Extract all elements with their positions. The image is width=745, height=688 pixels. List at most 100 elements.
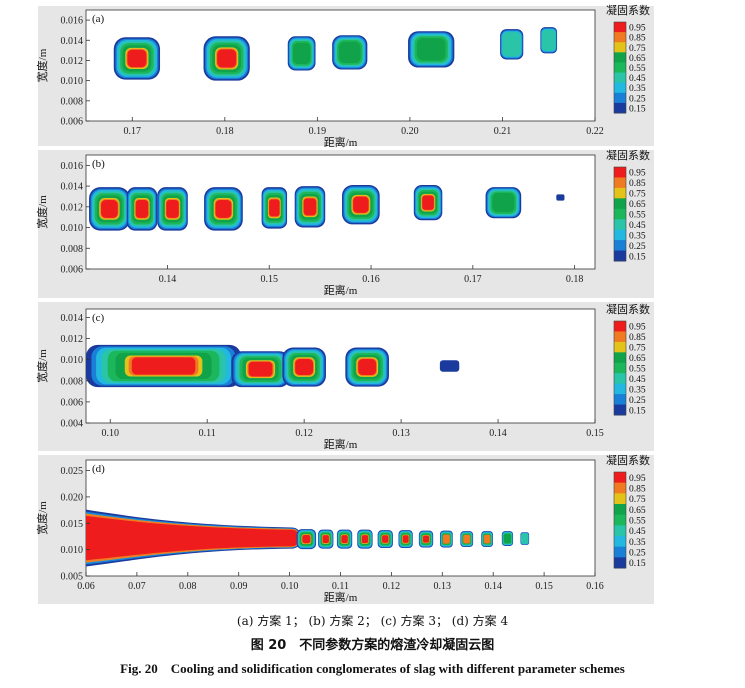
colorbar-label: 0.55 (629, 64, 646, 74)
slag-blob (481, 531, 493, 547)
contour-layer (89, 185, 565, 231)
panel-label: (b) (92, 158, 105, 170)
colorbar-frame (613, 21, 627, 114)
slag-blob (377, 530, 393, 549)
y-tick-label: 0.012 (61, 56, 84, 67)
slag-blob (408, 31, 455, 68)
blob-band-0.95 (215, 199, 232, 218)
colorbar-swatch-0.45 (614, 525, 626, 537)
colorbar-swatch-0.35 (614, 82, 626, 94)
colorbar-swatch-0.85 (614, 177, 626, 189)
colorbar-swatch-0.65 (614, 52, 626, 63)
y-axis-label: 宽度/m (35, 195, 49, 229)
colorbar-swatch-0.15 (614, 250, 626, 262)
colorbar-label: 0.15 (629, 104, 646, 114)
subcaption: (a) 方案 1； (b) 方案 2； (c) 方案 3； (d) 方案 4 (236, 614, 509, 628)
slag-blob (157, 187, 188, 231)
y-tick-label: 0.025 (61, 466, 84, 477)
colorbar-swatch-0.85 (614, 331, 626, 343)
x-tick-label: 0.09 (230, 581, 248, 592)
slag-blob (86, 344, 242, 388)
colorbar-title: 凝固系数 (606, 302, 650, 316)
colorbar-swatch-0.95 (614, 167, 626, 178)
colorbar-label: 0.85 (629, 34, 646, 44)
x-tick-label: 0.13 (392, 428, 410, 439)
colorbar-swatch-0.95 (614, 22, 626, 33)
blob-band-0.15 (556, 194, 565, 201)
colorbar-swatch-0.65 (614, 198, 626, 210)
slag-blob (261, 187, 288, 229)
slag-blob (332, 35, 368, 70)
blob-band-0.95 (423, 535, 429, 543)
y-tick-label: 0.014 (61, 36, 84, 47)
blob-band-0.65 (492, 193, 515, 213)
y-tick-label: 0.006 (61, 265, 84, 276)
colorbar-label: 0.35 (629, 538, 646, 548)
y-tick-label: 0.014 (61, 182, 84, 193)
colorbar-label: 0.95 (629, 323, 646, 333)
blob-band-0.95 (341, 535, 348, 543)
slag-blob (440, 530, 453, 548)
colorbar-label: 0.75 (629, 344, 646, 354)
colorbar-label: 0.85 (629, 333, 646, 343)
x-tick-label: 0.10 (101, 428, 119, 439)
slag-blob (520, 532, 530, 545)
x-tick-label: 0.14 (159, 274, 177, 285)
colorbar-label: 0.45 (629, 527, 646, 537)
x-tick-label: 0.17 (124, 126, 142, 137)
slag-blob (203, 36, 250, 81)
x-tick-label: 0.22 (586, 126, 604, 137)
slag-blob (460, 531, 474, 547)
x-tick-label: 0.16 (362, 274, 380, 285)
panel-label: (d) (92, 463, 105, 475)
slag-blob (398, 530, 413, 549)
contour-layer (86, 509, 530, 567)
blob-band-0.95 (127, 49, 147, 68)
colorbar-swatch-0.45 (614, 219, 626, 231)
colorbar-label: 0.95 (629, 24, 646, 34)
blob-band-0.65 (416, 38, 446, 61)
slag-blob (336, 529, 353, 549)
colorbar-label: 0.15 (629, 406, 646, 416)
y-axis-label: 宽度/m (35, 501, 49, 535)
colorbar-swatch-0.15 (614, 102, 626, 114)
colorbar-label: 0.65 (629, 354, 646, 364)
blob-band-0.85 (463, 534, 471, 544)
slag-blob (345, 347, 389, 387)
blob-band-0.95 (269, 199, 280, 217)
colorbar-label: 0.45 (629, 221, 646, 231)
blob-band-0.95 (302, 534, 311, 544)
colorbar-label: 0.75 (629, 495, 646, 505)
colorbar-label: 0.55 (629, 517, 646, 527)
blob-band-0.95 (166, 199, 179, 218)
blob-band-0.85 (483, 534, 491, 544)
colorbar-swatch-0.75 (614, 187, 626, 199)
slag-blob (342, 185, 380, 225)
x-tick-label: 0.14 (484, 581, 502, 592)
colorbar-swatch-0.45 (614, 373, 626, 385)
x-tick-label: 0.16 (586, 581, 604, 592)
y-tick-label: 0.012 (61, 202, 84, 213)
slag-blob (500, 29, 524, 60)
colorbar-title: 凝固系数 (606, 148, 650, 162)
blob-band-0.95 (248, 361, 273, 377)
blob-band-0.95 (303, 198, 317, 216)
colorbar-swatch-0.15 (614, 404, 626, 416)
colorbar-swatch-0.35 (614, 536, 626, 548)
blob-band-0.95 (322, 535, 329, 543)
x-tick-label: 0.15 (586, 428, 604, 439)
blob-band-0.45 (502, 32, 521, 57)
blob-band-0.65 (503, 533, 511, 544)
colorbar-label: 0.15 (629, 559, 646, 569)
x-tick-label: 0.11 (199, 428, 216, 439)
panel-label: (c) (92, 312, 105, 324)
colorbar-label: 0.85 (629, 485, 646, 495)
y-tick-label: 0.006 (61, 397, 84, 408)
colorbar-swatch-0.55 (614, 62, 626, 74)
x-tick-label: 0.21 (494, 126, 512, 137)
y-tick-label: 0.004 (61, 419, 84, 430)
slag-blob (318, 529, 334, 549)
slag-blob (485, 187, 522, 219)
blob-band-0.95 (135, 199, 149, 218)
